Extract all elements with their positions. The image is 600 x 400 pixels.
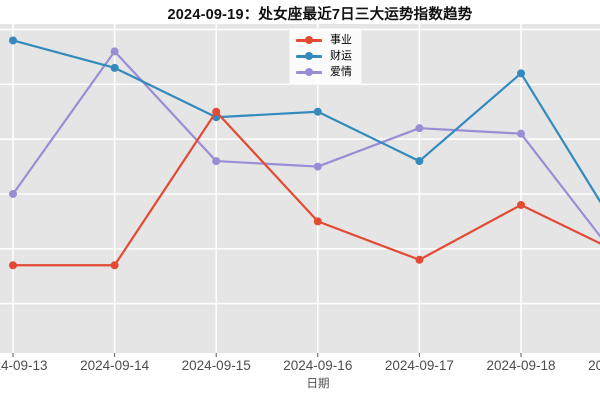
data-point-marker bbox=[9, 261, 17, 270]
data-point-marker bbox=[212, 157, 221, 166]
data-point-marker bbox=[415, 157, 424, 166]
data-point-marker bbox=[110, 63, 119, 72]
legend-line-marker-icon bbox=[296, 68, 322, 76]
data-point-marker bbox=[313, 162, 322, 171]
data-point-marker bbox=[415, 255, 424, 264]
x-tick-label: 2024-09-15 bbox=[181, 358, 251, 373]
x-tick-label: 2024-09-19 bbox=[588, 358, 600, 373]
data-point-marker bbox=[9, 189, 17, 198]
legend-line-marker-icon bbox=[296, 36, 322, 44]
legend: 事业 财运 爱情 bbox=[289, 28, 362, 85]
data-point-marker bbox=[110, 261, 119, 270]
x-tick-label: 2024-09-14 bbox=[80, 358, 150, 373]
data-point-marker bbox=[415, 124, 424, 133]
x-tick-label: 2024-09-13 bbox=[0, 358, 48, 373]
series-line bbox=[13, 110, 600, 267]
x-axis-title: 日期 bbox=[306, 378, 330, 390]
chart-title: 2024-09-19：处女座最近7日三大运势指数趋势 bbox=[167, 7, 473, 23]
legend-item: 事业 bbox=[296, 33, 352, 47]
legend-item: 财运 bbox=[296, 49, 352, 63]
legend-label: 爱情 bbox=[330, 65, 352, 78]
legend-label: 事业 bbox=[330, 33, 352, 46]
data-point-marker bbox=[517, 200, 525, 209]
x-tick-label: 2024-09-17 bbox=[384, 358, 454, 373]
legend-line-marker-icon bbox=[296, 52, 322, 60]
legend-label: 财运 bbox=[330, 49, 352, 62]
legend-item: 爱情 bbox=[296, 65, 352, 79]
data-point-marker bbox=[517, 69, 525, 78]
data-point-marker bbox=[517, 129, 525, 138]
data-point-marker bbox=[9, 36, 17, 45]
x-tick-label: 2024-09-18 bbox=[486, 358, 556, 373]
x-tick-label: 2024-09-16 bbox=[283, 358, 353, 373]
data-point-marker bbox=[110, 47, 119, 56]
data-point-marker bbox=[313, 107, 322, 116]
data-point-marker bbox=[212, 107, 221, 116]
data-point-marker bbox=[313, 217, 322, 226]
